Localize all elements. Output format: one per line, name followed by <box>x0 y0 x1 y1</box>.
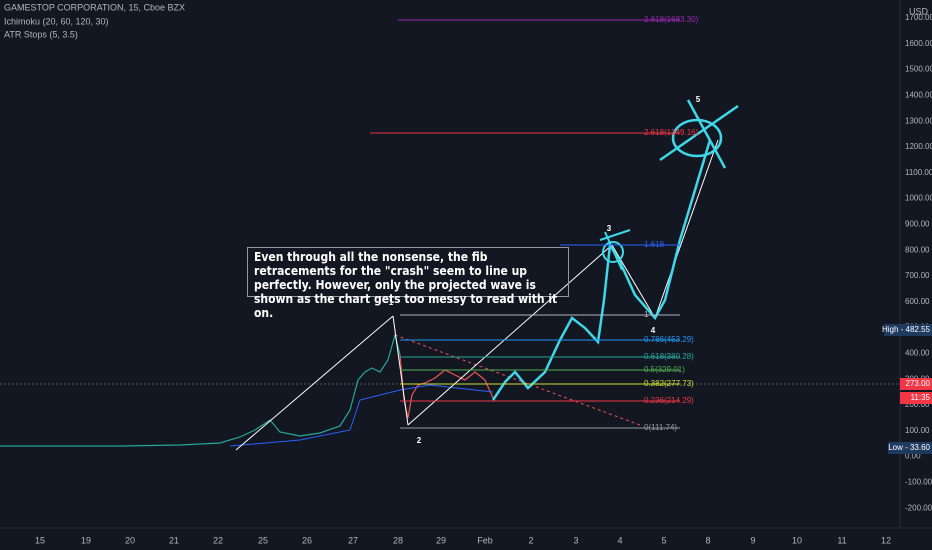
currency: USD <box>909 6 929 16</box>
price-label: 1600.00 <box>905 39 932 48</box>
date-label: 9 <box>750 535 755 545</box>
badge-bg <box>888 442 932 454</box>
price-label: 1300.00 <box>905 116 932 125</box>
wave-line <box>235 315 394 451</box>
price-label: 1100.00 <box>905 168 932 177</box>
badge: High - 482.55 <box>882 325 931 334</box>
ichimoku-line <box>229 384 494 447</box>
date-label: 27 <box>348 535 358 545</box>
date-label: 5 <box>661 535 666 545</box>
wave-label: 1 <box>389 298 394 307</box>
date-label: 21 <box>169 535 179 545</box>
date-label: Feb <box>477 535 493 545</box>
fib-label: 0.786(453.29) <box>644 335 694 344</box>
price-path <box>0 332 401 447</box>
date-label: 28 <box>393 535 403 545</box>
price-label: 1200.00 <box>905 142 932 151</box>
wave-label: 2 <box>417 436 422 445</box>
fib-label: 0.236(214.29) <box>644 396 694 405</box>
price-label: 1700.00 <box>905 13 932 22</box>
wave-label: 3 <box>607 224 612 233</box>
dashed-trend <box>394 334 641 426</box>
fib-label: 0.5(329.01) <box>644 365 685 374</box>
price-label: 400.00 <box>905 349 930 358</box>
indicator: ATR Stops (5, 3.5) <box>4 29 78 39</box>
price-label: 700.00 <box>905 271 930 280</box>
badge: 11:35 <box>911 393 931 402</box>
chart-title: GAMESTOP CORPORATION, 15, Cboe BZX <box>4 2 185 12</box>
price-label: 200.00 <box>905 400 930 409</box>
price-label: 1000.00 <box>905 194 932 203</box>
date-label: 10 <box>792 535 802 545</box>
target-cross <box>659 104 739 162</box>
price-label: 0.00 <box>905 452 921 461</box>
badge-bg <box>884 324 932 336</box>
price-label: 1500.00 <box>905 65 932 74</box>
target-circle <box>671 118 723 158</box>
date-label: 20 <box>125 535 135 545</box>
target-cross <box>604 231 623 271</box>
fib-label: 0.618(380.28) <box>644 352 694 361</box>
date-label: 22 <box>213 535 223 545</box>
wave-line <box>654 139 719 319</box>
badge-bg <box>900 392 932 404</box>
target-circle <box>602 241 624 263</box>
wave-label: 4 <box>651 326 656 335</box>
wave-line <box>611 244 656 319</box>
badge: Low - 33.60 <box>888 443 930 452</box>
badge: 273.00 <box>906 379 931 388</box>
badge-bg <box>900 378 932 390</box>
date-label: 29 <box>436 535 446 545</box>
wave-line <box>407 244 613 426</box>
price-label: 1400.00 <box>905 91 932 100</box>
date-label: 2 <box>528 535 533 545</box>
date-label: 12 <box>881 535 891 545</box>
date-label: 8 <box>705 535 710 545</box>
fib-label: 0(111.74) <box>644 423 677 432</box>
indicator: Ichimoku (20, 60, 120, 30) <box>4 16 109 26</box>
fib-label: 2.618(1683.30) <box>644 15 699 24</box>
target-cross <box>599 229 631 241</box>
price-label: -200.00 <box>905 503 932 512</box>
fib-label: 1.618 <box>644 240 665 249</box>
wave-label: 5 <box>696 95 701 104</box>
projected-wave <box>491 139 712 401</box>
date-label: 11 <box>837 535 846 545</box>
fib-label: 1 <box>644 310 649 319</box>
fib-label: 2.618(1249.16) <box>644 128 699 137</box>
target-cross <box>686 99 727 169</box>
price-path <box>399 354 494 419</box>
date-label: 15 <box>35 535 45 545</box>
price-label: 900.00 <box>905 220 930 229</box>
date-label: 25 <box>258 535 268 545</box>
price-label: 600.00 <box>905 297 930 306</box>
price-label: 800.00 <box>905 245 930 254</box>
price-label: 100.00 <box>905 426 930 435</box>
date-label: 4 <box>617 535 622 545</box>
date-label: 19 <box>81 535 91 545</box>
date-label: 26 <box>302 535 312 545</box>
fib-label: 0.382(277.73) <box>644 379 694 388</box>
date-label: 3 <box>573 535 578 545</box>
price-label: -100.00 <box>905 478 932 487</box>
annotation: Even through all the nonsense, the fib r… <box>247 247 569 320</box>
